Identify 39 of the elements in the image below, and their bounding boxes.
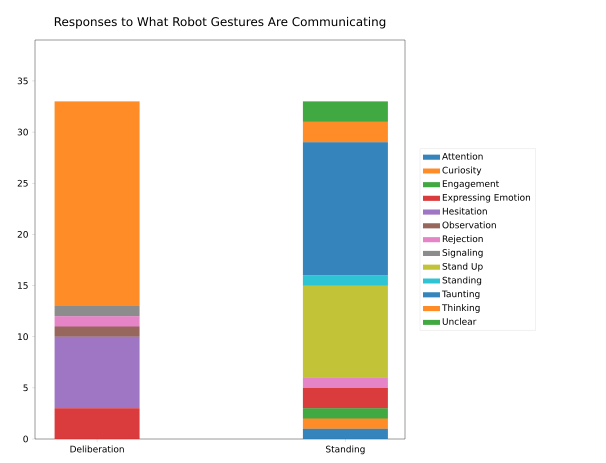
y-tick-label: 0 bbox=[23, 436, 28, 442]
bar bbox=[302, 418, 388, 429]
bar bbox=[54, 101, 140, 306]
legend-label: Hesitation bbox=[442, 208, 487, 215]
y-tick-label: 25 bbox=[18, 180, 28, 187]
bar bbox=[54, 408, 140, 439]
y-tick-label: 15 bbox=[18, 282, 28, 289]
y-tick-label: 35 bbox=[18, 78, 28, 84]
bar bbox=[54, 326, 140, 337]
legend-label: Engagement bbox=[442, 180, 499, 189]
bar bbox=[54, 316, 140, 326]
legend-label: Taunting bbox=[442, 290, 480, 300]
bar bbox=[54, 336, 140, 408]
bar bbox=[302, 388, 388, 408]
bar bbox=[302, 122, 388, 142]
bar bbox=[302, 378, 388, 388]
legend-label: Stand Up bbox=[442, 262, 483, 272]
bar bbox=[302, 408, 388, 419]
legend-label: Signaling bbox=[442, 248, 483, 258]
bar bbox=[302, 428, 388, 439]
y-tick-label: 10 bbox=[18, 333, 28, 340]
legend-label: Observation bbox=[442, 221, 496, 228]
y-tick-label: 20 bbox=[18, 230, 28, 238]
chart-title: Responses to What Robot Gestures Are Communicating bbox=[54, 16, 386, 28]
legend-label: Attention bbox=[442, 152, 483, 160]
legend-label: Curiosity bbox=[442, 166, 482, 176]
bar bbox=[54, 306, 140, 316]
legend-label: Expressing Emotion bbox=[442, 194, 530, 203]
bar bbox=[302, 286, 388, 378]
legend-label: Standing bbox=[442, 276, 482, 286]
x-tick-label: Deliberation bbox=[70, 446, 124, 452]
bar bbox=[302, 275, 388, 286]
legend-label: Thinking bbox=[442, 304, 480, 313]
bar bbox=[302, 142, 388, 276]
bar bbox=[302, 101, 388, 122]
y-tick-label: 30 bbox=[18, 128, 28, 136]
legend-label: Rejection bbox=[442, 235, 483, 244]
legend-label: Unclear bbox=[442, 318, 476, 325]
y-tick-label: 5 bbox=[23, 384, 28, 392]
